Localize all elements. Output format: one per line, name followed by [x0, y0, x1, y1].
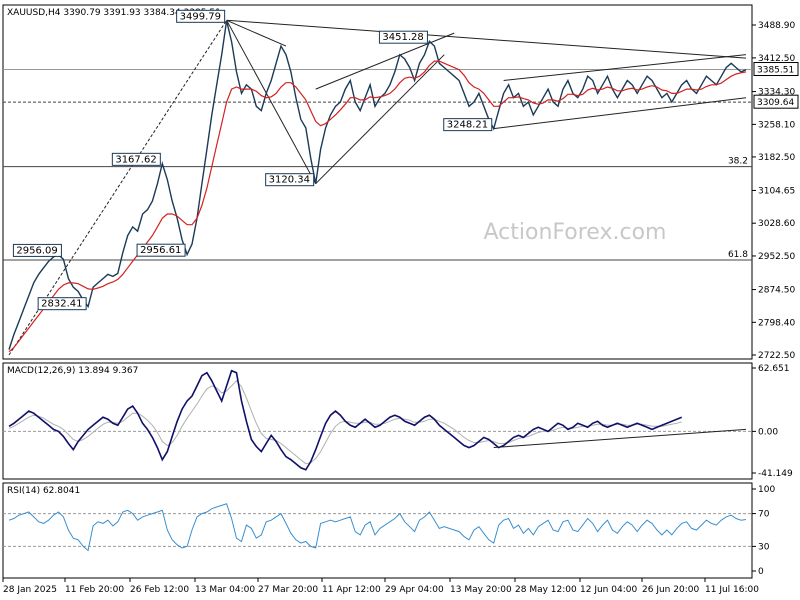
- rsi-tick-label: 0: [758, 567, 764, 577]
- watermark: ActionForex.com: [484, 220, 667, 245]
- current-price-label: 3385.51: [757, 66, 794, 76]
- price-tick-label: 2874.50: [758, 286, 795, 296]
- macd-tick-label: -41.149: [758, 469, 793, 479]
- price-tick-label: 3104.65: [758, 186, 795, 196]
- macd-trendline: [493, 428, 747, 449]
- x-tick-label: 11 Jul 16:00: [705, 585, 759, 595]
- rsi-line: [8, 503, 747, 552]
- price-label-box: [12, 243, 62, 257]
- x-tick-label: 28 Jan 2025: [3, 585, 57, 595]
- marked-level-box: [753, 94, 799, 109]
- price-tick-label: 3258.10: [758, 120, 795, 130]
- triangle-upper-trendline: [503, 54, 747, 81]
- price-label: 2832.41: [41, 299, 82, 310]
- rising-channel-lower: [315, 54, 445, 185]
- price-label-box: [176, 9, 226, 23]
- price-tick-label: 3028.60: [758, 219, 795, 229]
- price-tick-label: 3334.30: [758, 88, 795, 98]
- main-panel-frame: [2, 4, 753, 360]
- x-tick-label: 12 Jun 04:00: [580, 585, 637, 595]
- price-label: 3248.21: [447, 120, 488, 131]
- price-label: 3451.28: [382, 32, 423, 43]
- price-label-box: [37, 297, 87, 311]
- rsi-tick-label: 100: [758, 485, 775, 495]
- macd-tick-label: 0.00: [758, 427, 778, 437]
- price-label-box: [136, 243, 186, 257]
- price-label: 3167.62: [115, 154, 156, 165]
- rsi-panel-frame: [2, 482, 753, 579]
- upper-resistance-trendline: [226, 19, 747, 59]
- price-label: 3120.34: [269, 175, 310, 186]
- price-label: 2956.61: [140, 245, 181, 256]
- rsi-tick-label: 70: [758, 510, 770, 520]
- price-tick-label: 2798.40: [758, 318, 795, 328]
- price-tick-label: 3488.90: [758, 21, 795, 31]
- x-tick-label: 26 Jun 20:00: [642, 585, 699, 595]
- macd-tick-label: 62.651: [758, 364, 790, 374]
- price-tick-label: 2952.50: [758, 252, 795, 262]
- moving-average-line: [8, 60, 747, 353]
- price-label-box: [111, 152, 161, 166]
- rsi-tick-label: 30: [758, 542, 770, 552]
- price-tick-label: 3412.50: [758, 54, 795, 64]
- current-price-box: [753, 62, 799, 77]
- x-tick-label: 26 Feb 12:00: [130, 585, 189, 595]
- fib-level-label: 38.2: [728, 157, 748, 167]
- price-label-box: [265, 173, 315, 187]
- x-tick-label: 11 Apr 12:00: [322, 585, 381, 595]
- marked-level-label: 3309.64: [757, 98, 794, 108]
- rsi-title: RSI(14) 62.8041: [7, 486, 80, 496]
- x-tick-label: 13 Mar 04:00: [195, 585, 255, 595]
- price-series-line: [8, 20, 747, 350]
- triangle-lower-trendline: [493, 97, 747, 130]
- fib-level-label: 61.8: [728, 250, 748, 260]
- macd-line: [8, 369, 682, 471]
- x-tick-label: 27 Mar 20:00: [258, 585, 318, 595]
- x-tick-label: 11 Feb 20:00: [65, 585, 124, 595]
- price-label: 3499.79: [180, 11, 221, 22]
- macd-panel-frame: [2, 362, 753, 480]
- price-label: 2956.09: [16, 245, 57, 256]
- falling-channel-upper: [226, 19, 287, 47]
- price-label-box: [378, 30, 428, 44]
- x-tick-label: 29 Apr 04:00: [385, 585, 444, 595]
- x-tick-label: 13 May 20:00: [450, 585, 512, 595]
- price-tick-label: 3182.50: [758, 153, 795, 163]
- price-label-box: [443, 118, 493, 132]
- x-tick-label: 28 May 12:00: [515, 585, 577, 595]
- macd-title: MACD(12,26,9) 13.894 9.367: [7, 366, 138, 376]
- main-title: XAUUSD,H4 3390.79 3391.93 3384.34 3385.5…: [7, 8, 221, 18]
- price-tick-label: 2722.50: [758, 351, 795, 361]
- falling-channel-lower: [226, 20, 317, 184]
